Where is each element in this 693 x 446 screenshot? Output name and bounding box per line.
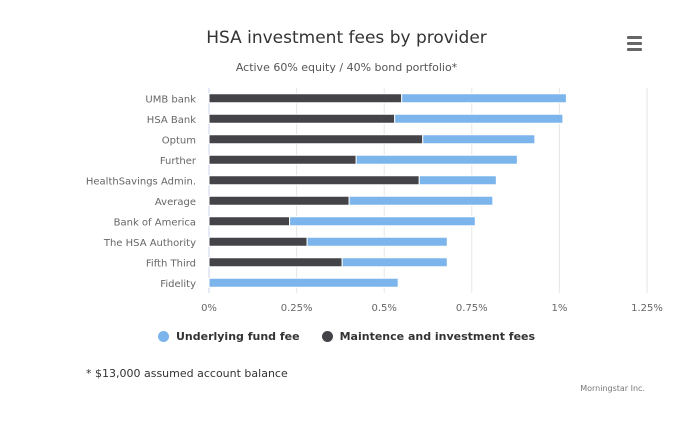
- bar-fund-fee-4: [418, 175, 497, 186]
- x-tick-label-2: 0.5%: [371, 303, 396, 314]
- legend-item-maintenance-fees[interactable]: Maintence and investment fees: [321, 330, 536, 343]
- bar-maintenance-7: [208, 236, 308, 247]
- bar-fund-fee-2: [422, 134, 536, 145]
- footnote: * $13,000 assumed account balance: [86, 367, 288, 380]
- bar-maintenance-0: [208, 93, 403, 104]
- bar-fund-fee-7: [306, 236, 448, 247]
- bar-fund-fee-3: [355, 154, 518, 165]
- legend-marker-maintenance: [321, 331, 333, 342]
- bar-maintenance-6: [208, 216, 291, 227]
- chart-title: HSA investment fees by provider: [206, 28, 487, 48]
- legend: Underlying fund fee Maintence and invest…: [0, 330, 693, 343]
- x-tick-label-3: 0.75%: [456, 303, 488, 314]
- bar-maintenance-4: [208, 175, 420, 186]
- y-tick-label-4: HealthSavings Admin.: [86, 176, 196, 187]
- y-tick-label-7: The HSA Authority: [103, 238, 196, 249]
- legend-item-underlying-fund-fee[interactable]: Underlying fund fee: [157, 330, 300, 343]
- credits: Morningstar Inc.: [580, 384, 645, 393]
- y-tick-label-9: Fidelity: [160, 279, 196, 290]
- bar-fund-fee-0: [401, 93, 567, 104]
- bar-maintenance-3: [208, 154, 357, 165]
- x-tick-label-4: 1%: [551, 303, 567, 314]
- x-tick-label-5: 1.25%: [631, 303, 663, 314]
- bar-fund-fee-5: [348, 195, 494, 206]
- y-tick-label-5: Average: [155, 197, 196, 208]
- bar-fund-fee-9: [208, 277, 399, 288]
- legend-marker-underlying: [157, 331, 169, 342]
- y-tick-label-6: Bank of America: [114, 217, 196, 228]
- bar-fund-fee-6: [289, 216, 476, 227]
- chart-subtitle: Active 60% equity / 40% bond portfolio*: [235, 61, 458, 74]
- y-tick-label-2: Optum: [162, 135, 196, 146]
- bar-maintenance-5: [208, 195, 350, 206]
- legend-label-underlying: Underlying fund fee: [175, 330, 300, 343]
- y-tick-label-1: HSA Bank: [147, 115, 196, 126]
- bar-fund-fee-1: [394, 113, 564, 124]
- x-tick-label-1: 0.25%: [281, 303, 313, 314]
- legend-label-maintenance: Maintence and investment fees: [339, 330, 536, 343]
- bar-maintenance-1: [208, 113, 396, 124]
- y-tick-label-0: UMB bank: [145, 94, 196, 105]
- bar-fund-fee-8: [341, 257, 448, 268]
- y-tick-label-8: Fifth Third: [146, 258, 196, 269]
- x-tick-label-0: 0%: [201, 303, 217, 314]
- bar-maintenance-2: [208, 134, 424, 145]
- hamburger-menu-icon[interactable]: [622, 32, 648, 54]
- bar-maintenance-8: [208, 257, 343, 268]
- y-tick-label-3: Further: [160, 156, 197, 167]
